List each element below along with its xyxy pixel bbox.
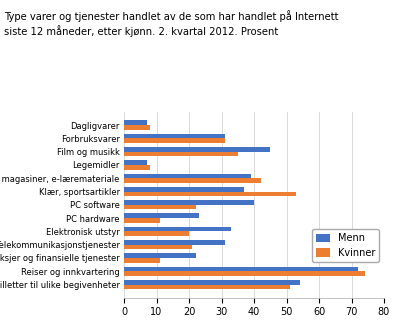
- Bar: [124, 231, 189, 236]
- Bar: [124, 218, 160, 223]
- Bar: [124, 187, 244, 191]
- Bar: [124, 191, 296, 196]
- Bar: [124, 205, 196, 210]
- Bar: [124, 138, 225, 143]
- Bar: [124, 152, 238, 156]
- Bar: [124, 134, 225, 138]
- Legend: Menn, Kvinner: Menn, Kvinner: [312, 229, 379, 262]
- Bar: [124, 258, 160, 263]
- Bar: [124, 165, 150, 170]
- Bar: [124, 253, 196, 258]
- Bar: [124, 271, 364, 276]
- Bar: [124, 280, 300, 284]
- Bar: [124, 200, 254, 205]
- Bar: [124, 240, 225, 245]
- Bar: [124, 213, 199, 218]
- Bar: [124, 125, 150, 130]
- Bar: [124, 173, 251, 178]
- Bar: [124, 178, 260, 183]
- Bar: [124, 160, 147, 165]
- Bar: [124, 227, 231, 231]
- Bar: [124, 120, 147, 125]
- Bar: [124, 147, 270, 152]
- Bar: [124, 267, 358, 271]
- Bar: [124, 245, 192, 249]
- Text: Type varer og tjenester handlet av de som har handlet på Internett
siste 12 måne: Type varer og tjenester handlet av de so…: [4, 10, 338, 37]
- Bar: [124, 284, 290, 289]
